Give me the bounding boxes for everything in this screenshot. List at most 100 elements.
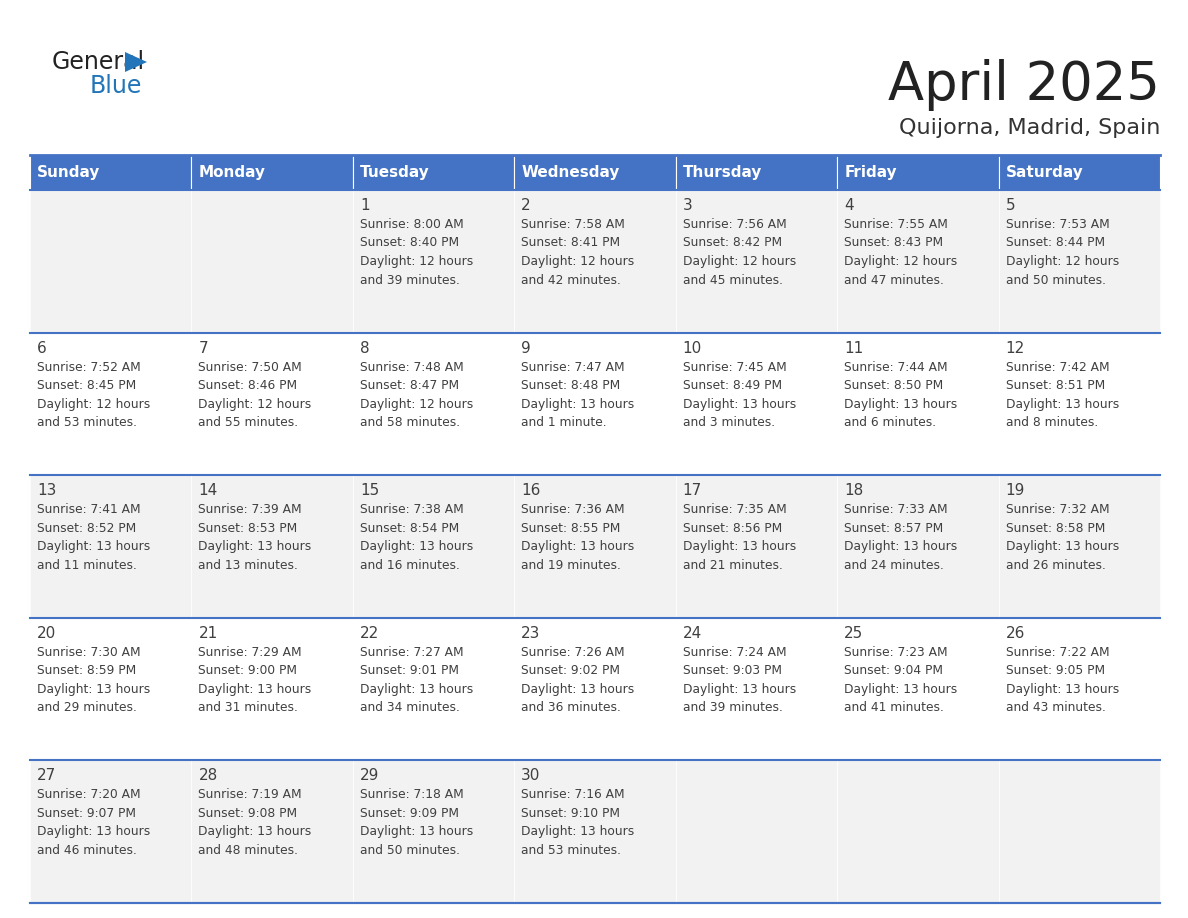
Bar bbox=[514, 618, 676, 760]
Bar bbox=[838, 155, 999, 190]
Text: Sunrise: 7:30 AM
Sunset: 8:59 PM
Daylight: 13 hours
and 29 minutes.: Sunrise: 7:30 AM Sunset: 8:59 PM Dayligh… bbox=[37, 645, 150, 714]
Text: 30: 30 bbox=[522, 768, 541, 783]
Text: 17: 17 bbox=[683, 483, 702, 498]
Text: Sunrise: 7:42 AM
Sunset: 8:51 PM
Daylight: 13 hours
and 8 minutes.: Sunrise: 7:42 AM Sunset: 8:51 PM Dayligh… bbox=[1005, 361, 1119, 429]
Text: Sunrise: 7:27 AM
Sunset: 9:01 PM
Daylight: 13 hours
and 34 minutes.: Sunrise: 7:27 AM Sunset: 9:01 PM Dayligh… bbox=[360, 645, 473, 714]
Text: Sunrise: 7:52 AM
Sunset: 8:45 PM
Daylight: 12 hours
and 53 minutes.: Sunrise: 7:52 AM Sunset: 8:45 PM Dayligh… bbox=[37, 361, 150, 429]
Bar bbox=[514, 476, 676, 618]
Text: Quijorna, Madrid, Spain: Quijorna, Madrid, Spain bbox=[898, 118, 1159, 138]
Bar bbox=[999, 760, 1159, 903]
Bar bbox=[353, 760, 514, 903]
Text: Sunday: Sunday bbox=[37, 165, 100, 180]
Text: 6: 6 bbox=[37, 341, 46, 355]
Text: 25: 25 bbox=[845, 626, 864, 641]
Text: Sunrise: 7:53 AM
Sunset: 8:44 PM
Daylight: 12 hours
and 50 minutes.: Sunrise: 7:53 AM Sunset: 8:44 PM Dayligh… bbox=[1005, 218, 1119, 286]
Bar bbox=[30, 190, 191, 332]
Text: 20: 20 bbox=[37, 626, 56, 641]
Text: 2: 2 bbox=[522, 198, 531, 213]
Text: 4: 4 bbox=[845, 198, 854, 213]
Bar bbox=[353, 190, 514, 332]
Text: Sunrise: 7:26 AM
Sunset: 9:02 PM
Daylight: 13 hours
and 36 minutes.: Sunrise: 7:26 AM Sunset: 9:02 PM Dayligh… bbox=[522, 645, 634, 714]
Text: Monday: Monday bbox=[198, 165, 265, 180]
Text: 7: 7 bbox=[198, 341, 208, 355]
Bar bbox=[676, 760, 838, 903]
Bar bbox=[353, 332, 514, 476]
Text: 12: 12 bbox=[1005, 341, 1025, 355]
Text: Sunrise: 7:24 AM
Sunset: 9:03 PM
Daylight: 13 hours
and 39 minutes.: Sunrise: 7:24 AM Sunset: 9:03 PM Dayligh… bbox=[683, 645, 796, 714]
Text: 3: 3 bbox=[683, 198, 693, 213]
Text: Sunrise: 7:41 AM
Sunset: 8:52 PM
Daylight: 13 hours
and 11 minutes.: Sunrise: 7:41 AM Sunset: 8:52 PM Dayligh… bbox=[37, 503, 150, 572]
Bar bbox=[353, 476, 514, 618]
Bar bbox=[191, 476, 353, 618]
Text: Tuesday: Tuesday bbox=[360, 165, 430, 180]
Text: 10: 10 bbox=[683, 341, 702, 355]
Text: Sunrise: 7:56 AM
Sunset: 8:42 PM
Daylight: 12 hours
and 45 minutes.: Sunrise: 7:56 AM Sunset: 8:42 PM Dayligh… bbox=[683, 218, 796, 286]
Text: 23: 23 bbox=[522, 626, 541, 641]
Text: 24: 24 bbox=[683, 626, 702, 641]
Bar bbox=[838, 476, 999, 618]
Text: Sunrise: 7:33 AM
Sunset: 8:57 PM
Daylight: 13 hours
and 24 minutes.: Sunrise: 7:33 AM Sunset: 8:57 PM Dayligh… bbox=[845, 503, 958, 572]
Text: 19: 19 bbox=[1005, 483, 1025, 498]
Text: Sunrise: 7:58 AM
Sunset: 8:41 PM
Daylight: 12 hours
and 42 minutes.: Sunrise: 7:58 AM Sunset: 8:41 PM Dayligh… bbox=[522, 218, 634, 286]
Text: Sunrise: 7:20 AM
Sunset: 9:07 PM
Daylight: 13 hours
and 46 minutes.: Sunrise: 7:20 AM Sunset: 9:07 PM Dayligh… bbox=[37, 789, 150, 856]
Bar bbox=[191, 190, 353, 332]
Bar bbox=[676, 190, 838, 332]
Text: 9: 9 bbox=[522, 341, 531, 355]
Text: Sunrise: 7:16 AM
Sunset: 9:10 PM
Daylight: 13 hours
and 53 minutes.: Sunrise: 7:16 AM Sunset: 9:10 PM Dayligh… bbox=[522, 789, 634, 856]
Text: 5: 5 bbox=[1005, 198, 1016, 213]
Bar bbox=[676, 618, 838, 760]
Text: April 2025: April 2025 bbox=[889, 59, 1159, 111]
Bar bbox=[676, 332, 838, 476]
Bar bbox=[353, 618, 514, 760]
Text: Sunrise: 7:19 AM
Sunset: 9:08 PM
Daylight: 13 hours
and 48 minutes.: Sunrise: 7:19 AM Sunset: 9:08 PM Dayligh… bbox=[198, 789, 311, 856]
Text: Sunrise: 7:22 AM
Sunset: 9:05 PM
Daylight: 13 hours
and 43 minutes.: Sunrise: 7:22 AM Sunset: 9:05 PM Dayligh… bbox=[1005, 645, 1119, 714]
Text: Sunrise: 7:23 AM
Sunset: 9:04 PM
Daylight: 13 hours
and 41 minutes.: Sunrise: 7:23 AM Sunset: 9:04 PM Dayligh… bbox=[845, 645, 958, 714]
Text: Sunrise: 8:00 AM
Sunset: 8:40 PM
Daylight: 12 hours
and 39 minutes.: Sunrise: 8:00 AM Sunset: 8:40 PM Dayligh… bbox=[360, 218, 473, 286]
Text: Sunrise: 7:48 AM
Sunset: 8:47 PM
Daylight: 12 hours
and 58 minutes.: Sunrise: 7:48 AM Sunset: 8:47 PM Dayligh… bbox=[360, 361, 473, 429]
Bar bbox=[191, 155, 353, 190]
Bar bbox=[676, 155, 838, 190]
Text: Sunrise: 7:50 AM
Sunset: 8:46 PM
Daylight: 12 hours
and 55 minutes.: Sunrise: 7:50 AM Sunset: 8:46 PM Dayligh… bbox=[198, 361, 311, 429]
Bar bbox=[191, 618, 353, 760]
Bar bbox=[191, 760, 353, 903]
Bar bbox=[838, 760, 999, 903]
Bar bbox=[999, 332, 1159, 476]
Bar bbox=[999, 476, 1159, 618]
Text: 22: 22 bbox=[360, 626, 379, 641]
Bar bbox=[999, 190, 1159, 332]
Text: Sunrise: 7:47 AM
Sunset: 8:48 PM
Daylight: 13 hours
and 1 minute.: Sunrise: 7:47 AM Sunset: 8:48 PM Dayligh… bbox=[522, 361, 634, 429]
Bar bbox=[353, 155, 514, 190]
Bar bbox=[676, 476, 838, 618]
Text: Sunrise: 7:36 AM
Sunset: 8:55 PM
Daylight: 13 hours
and 19 minutes.: Sunrise: 7:36 AM Sunset: 8:55 PM Dayligh… bbox=[522, 503, 634, 572]
Text: Sunrise: 7:44 AM
Sunset: 8:50 PM
Daylight: 13 hours
and 6 minutes.: Sunrise: 7:44 AM Sunset: 8:50 PM Dayligh… bbox=[845, 361, 958, 429]
Bar bbox=[514, 190, 676, 332]
Text: 27: 27 bbox=[37, 768, 56, 783]
Bar bbox=[30, 155, 191, 190]
Bar bbox=[838, 332, 999, 476]
Bar bbox=[514, 332, 676, 476]
Polygon shape bbox=[125, 52, 147, 72]
Text: Sunrise: 7:39 AM
Sunset: 8:53 PM
Daylight: 13 hours
and 13 minutes.: Sunrise: 7:39 AM Sunset: 8:53 PM Dayligh… bbox=[198, 503, 311, 572]
Text: 15: 15 bbox=[360, 483, 379, 498]
Text: Sunrise: 7:35 AM
Sunset: 8:56 PM
Daylight: 13 hours
and 21 minutes.: Sunrise: 7:35 AM Sunset: 8:56 PM Dayligh… bbox=[683, 503, 796, 572]
Text: Sunrise: 7:29 AM
Sunset: 9:00 PM
Daylight: 13 hours
and 31 minutes.: Sunrise: 7:29 AM Sunset: 9:00 PM Dayligh… bbox=[198, 645, 311, 714]
Text: 21: 21 bbox=[198, 626, 217, 641]
Bar bbox=[30, 760, 191, 903]
Bar bbox=[30, 618, 191, 760]
Text: Wednesday: Wednesday bbox=[522, 165, 620, 180]
Text: 29: 29 bbox=[360, 768, 379, 783]
Bar bbox=[514, 155, 676, 190]
Bar bbox=[999, 155, 1159, 190]
Text: 8: 8 bbox=[360, 341, 369, 355]
Text: 14: 14 bbox=[198, 483, 217, 498]
Text: Sunrise: 7:55 AM
Sunset: 8:43 PM
Daylight: 12 hours
and 47 minutes.: Sunrise: 7:55 AM Sunset: 8:43 PM Dayligh… bbox=[845, 218, 958, 286]
Text: 16: 16 bbox=[522, 483, 541, 498]
Bar bbox=[838, 618, 999, 760]
Text: 1: 1 bbox=[360, 198, 369, 213]
Text: 26: 26 bbox=[1005, 626, 1025, 641]
Bar bbox=[30, 476, 191, 618]
Bar bbox=[999, 618, 1159, 760]
Text: 28: 28 bbox=[198, 768, 217, 783]
Text: Sunrise: 7:38 AM
Sunset: 8:54 PM
Daylight: 13 hours
and 16 minutes.: Sunrise: 7:38 AM Sunset: 8:54 PM Dayligh… bbox=[360, 503, 473, 572]
Text: Blue: Blue bbox=[90, 74, 143, 98]
